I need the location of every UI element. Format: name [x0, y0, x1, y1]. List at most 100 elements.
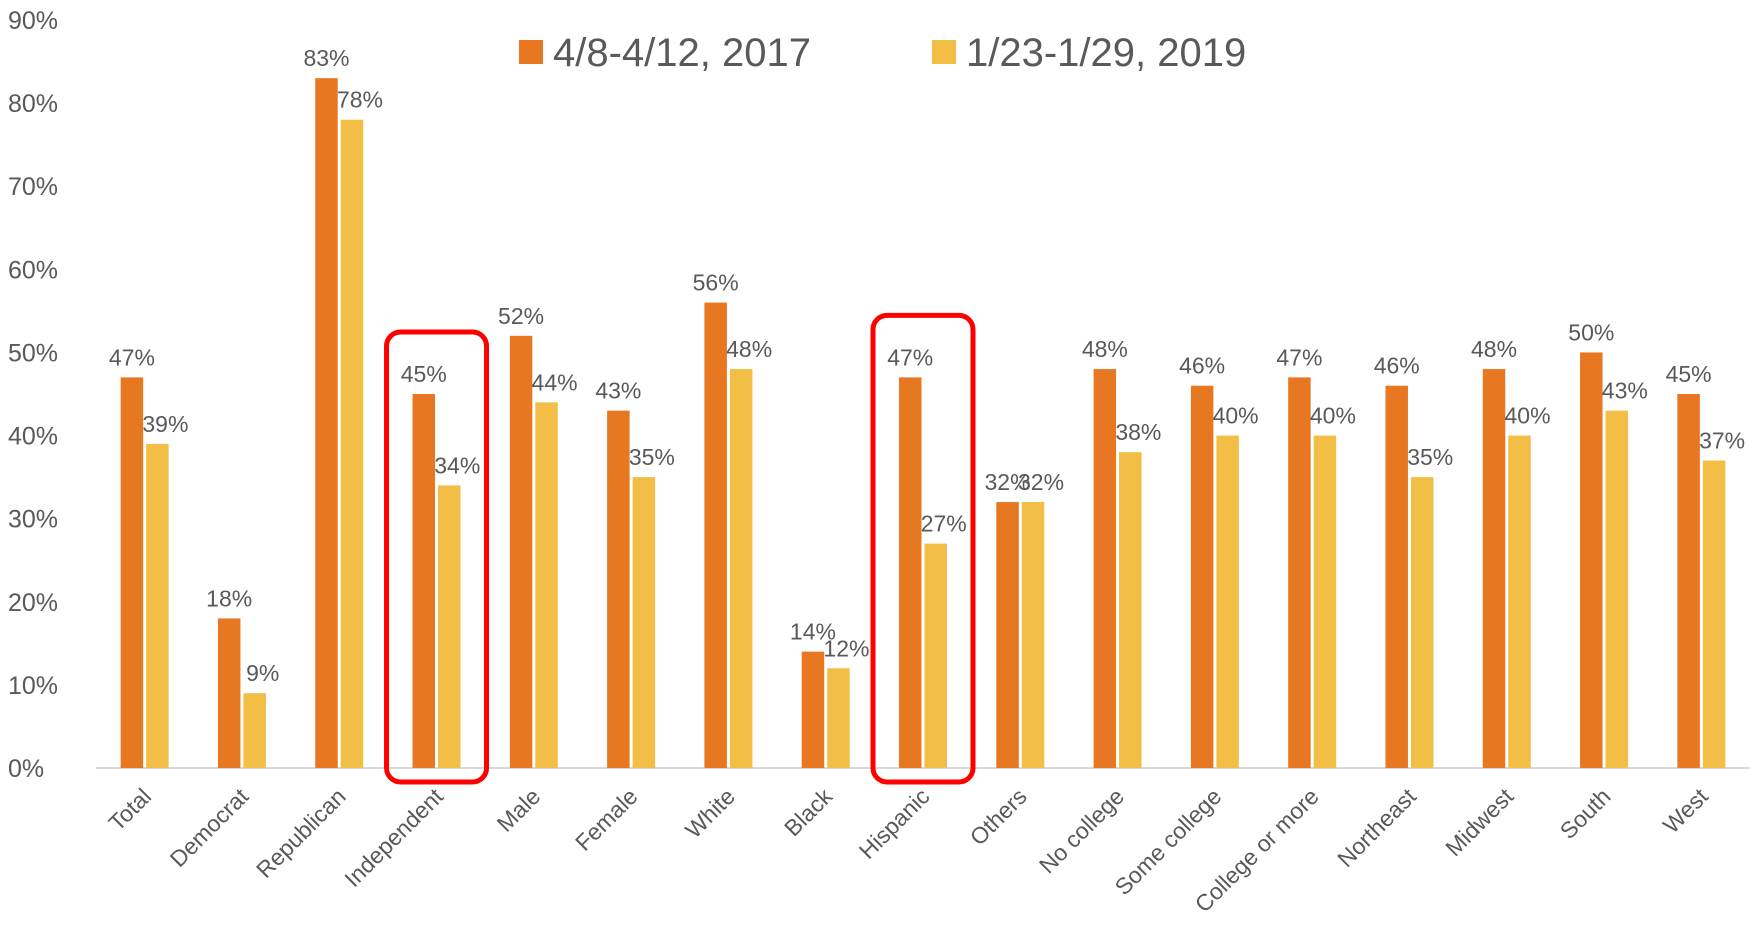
bar: [1385, 385, 1408, 768]
bar: [1702, 460, 1726, 768]
data-label: 43%: [1602, 378, 1648, 404]
data-label: 32%: [985, 469, 1031, 495]
data-label: 35%: [1407, 444, 1453, 470]
data-label: 32%: [1018, 469, 1064, 495]
x-tick-label: West: [1658, 783, 1714, 839]
y-tick-label: 50%: [8, 339, 58, 367]
data-label: 56%: [693, 270, 739, 296]
bar: [632, 477, 656, 768]
bar: [1021, 502, 1045, 768]
data-label: 48%: [1082, 336, 1128, 362]
data-label: 40%: [1310, 403, 1356, 429]
y-tick-label: 90%: [8, 7, 58, 35]
bar: [412, 394, 436, 768]
bar: [1508, 435, 1531, 768]
y-tick-label: 0%: [8, 755, 44, 783]
y-tick-label: 40%: [8, 423, 58, 451]
bar: [438, 485, 461, 768]
bar: [827, 668, 850, 768]
legend-swatch: [932, 40, 956, 64]
data-label: 45%: [401, 361, 447, 387]
bar: [1288, 377, 1311, 768]
bar: [607, 410, 630, 768]
y-tick-label: 10%: [8, 672, 58, 700]
x-tick-label: Midwest: [1440, 783, 1518, 861]
data-label: 78%: [337, 87, 383, 113]
data-label: 14%: [790, 619, 836, 645]
data-label: 12%: [823, 635, 869, 661]
y-tick-label: 60%: [8, 256, 58, 284]
y-tick-label: 20%: [8, 589, 58, 617]
data-label: 46%: [1179, 353, 1225, 379]
bar: [243, 693, 266, 768]
bar: [996, 502, 1019, 768]
bar: [729, 369, 753, 768]
data-label: 40%: [1213, 403, 1259, 429]
bar: [535, 402, 558, 768]
bar: [1580, 352, 1603, 768]
legend-label: 4/8-4/12, 2017: [553, 31, 811, 75]
x-tick-label: Male: [492, 783, 546, 837]
data-label: 44%: [532, 369, 578, 395]
data-label: 34%: [434, 452, 480, 478]
bar: [1605, 410, 1629, 768]
data-label: 52%: [498, 303, 544, 329]
x-tick-label: Black: [779, 783, 838, 842]
data-label: 27%: [921, 511, 967, 537]
x-tick-label: Others: [965, 783, 1032, 850]
legend-swatch: [519, 40, 543, 64]
data-label: 39%: [142, 411, 188, 437]
bar: [1410, 477, 1434, 768]
x-tick-label: Independent: [339, 783, 448, 892]
data-label: 40%: [1504, 403, 1550, 429]
y-tick-label: 70%: [8, 173, 58, 201]
x-tick-label: No college: [1034, 783, 1129, 878]
bar: [315, 78, 338, 768]
data-label: 35%: [629, 444, 675, 470]
y-tick-label: 80%: [8, 90, 58, 118]
legend-label: 1/23-1/29, 2019: [966, 31, 1246, 75]
highlight-box: [384, 329, 490, 785]
x-tick-label: Republican: [251, 783, 351, 883]
data-label: 46%: [1374, 353, 1420, 379]
x-tick-label: Northeast: [1332, 783, 1421, 872]
bar: [120, 377, 144, 768]
data-label: 47%: [109, 344, 155, 370]
data-label: 83%: [303, 45, 349, 71]
data-label: 9%: [246, 660, 279, 686]
y-tick-label: 30%: [8, 506, 58, 534]
bar: [509, 335, 533, 768]
data-label: 47%: [887, 344, 933, 370]
x-tick-label: Democrat: [165, 783, 254, 872]
data-label: 48%: [726, 336, 772, 362]
data-label: 43%: [595, 378, 641, 404]
bar: [1677, 394, 1700, 768]
x-tick-label: White: [680, 783, 740, 843]
bar: [1216, 435, 1239, 768]
data-label: 38%: [1115, 419, 1161, 445]
data-label: 48%: [1471, 336, 1517, 362]
bar: [146, 443, 169, 768]
bar: [1482, 369, 1506, 768]
x-tick-label: South: [1555, 783, 1616, 844]
bar: [899, 377, 922, 768]
bar: [1093, 369, 1117, 768]
bar: [924, 543, 947, 768]
bar: [1119, 452, 1142, 768]
x-tick-label: Female: [570, 783, 643, 856]
data-label: 47%: [1276, 344, 1322, 370]
data-label: 45%: [1666, 361, 1712, 387]
x-tick-label: Total: [103, 783, 156, 836]
data-label: 18%: [206, 585, 252, 611]
highlight-box: [870, 312, 976, 785]
bar: [217, 618, 241, 768]
bar: [801, 651, 825, 768]
bar: [1190, 385, 1214, 768]
data-label: 37%: [1699, 427, 1745, 453]
bar: [340, 119, 364, 768]
x-tick-label: Hispanic: [854, 783, 935, 864]
bar: [1313, 435, 1337, 768]
bar: [704, 302, 727, 768]
